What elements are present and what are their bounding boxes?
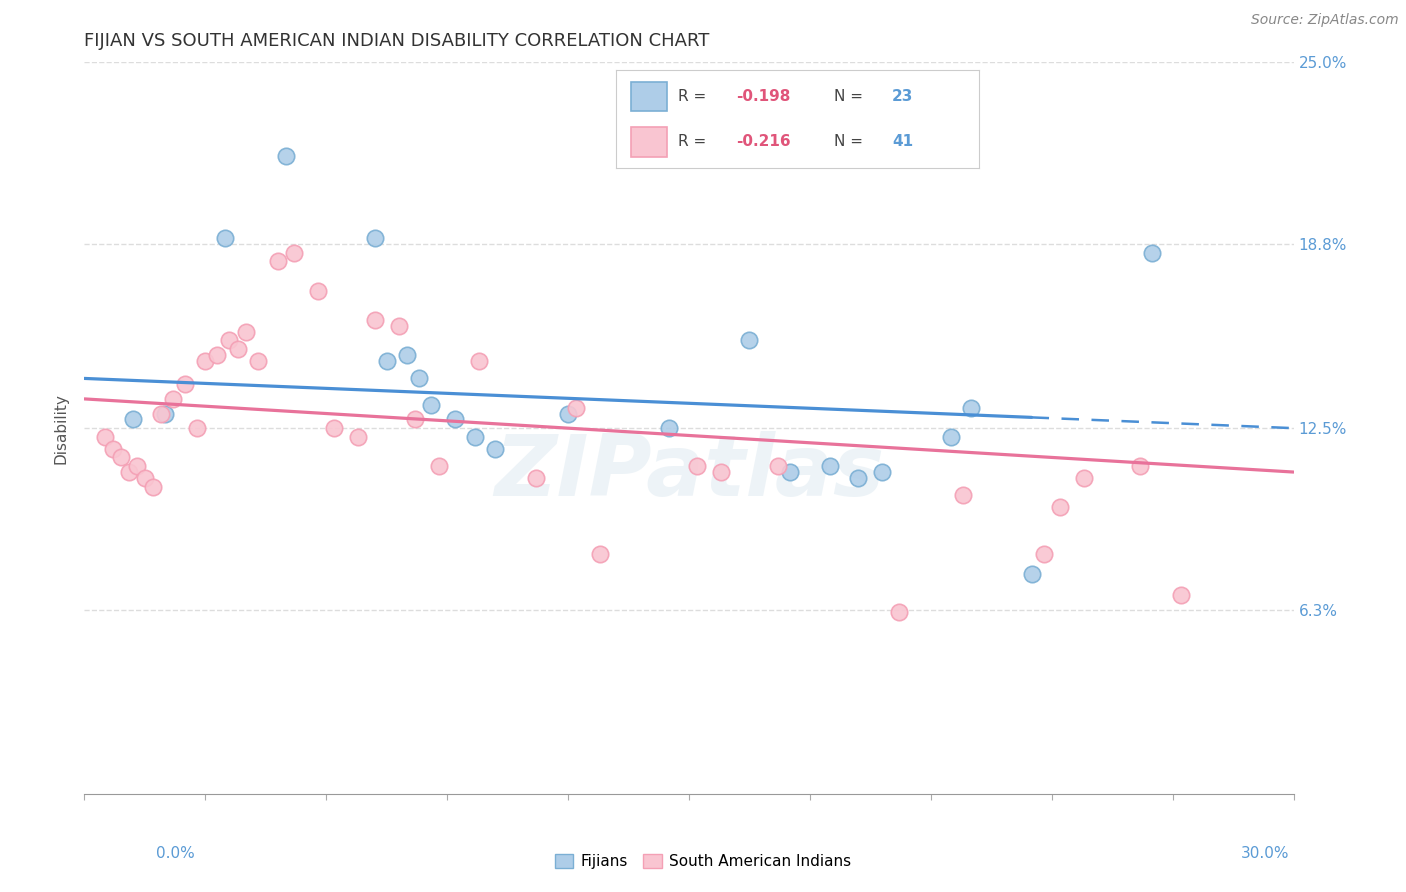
Point bbox=[779, 465, 801, 479]
Point bbox=[710, 465, 733, 479]
Point bbox=[872, 465, 894, 479]
Point bbox=[630, 137, 652, 152]
Point bbox=[153, 407, 176, 421]
Point bbox=[347, 430, 370, 444]
Point bbox=[1021, 567, 1043, 582]
Point bbox=[235, 325, 257, 339]
Point bbox=[218, 334, 240, 348]
Point bbox=[246, 354, 269, 368]
Point bbox=[818, 459, 841, 474]
Point bbox=[427, 459, 450, 474]
Point bbox=[207, 348, 229, 362]
Point bbox=[125, 459, 148, 474]
Point bbox=[1142, 245, 1164, 260]
Point bbox=[939, 430, 962, 444]
Point bbox=[162, 392, 184, 406]
Point bbox=[283, 245, 305, 260]
Point bbox=[589, 547, 612, 561]
Point bbox=[686, 459, 709, 474]
Point bbox=[484, 442, 506, 456]
Point bbox=[887, 606, 910, 620]
Point bbox=[93, 430, 115, 444]
Point bbox=[1032, 547, 1054, 561]
Point bbox=[186, 421, 208, 435]
Point bbox=[1049, 500, 1071, 515]
Legend: Fijians, South American Indians: Fijians, South American Indians bbox=[548, 848, 858, 875]
Text: Source: ZipAtlas.com: Source: ZipAtlas.com bbox=[1251, 13, 1399, 28]
Point bbox=[118, 465, 141, 479]
Point bbox=[226, 342, 249, 356]
Point bbox=[395, 348, 418, 362]
Point bbox=[149, 407, 172, 421]
Point bbox=[307, 284, 329, 298]
Point bbox=[214, 231, 236, 245]
Point bbox=[388, 318, 411, 333]
Point bbox=[134, 471, 156, 485]
Point bbox=[524, 471, 547, 485]
Point bbox=[363, 231, 385, 245]
Point bbox=[267, 254, 290, 268]
Point bbox=[174, 377, 197, 392]
Text: 30.0%: 30.0% bbox=[1241, 846, 1289, 861]
Point bbox=[274, 149, 297, 163]
Point bbox=[846, 471, 869, 485]
Point bbox=[420, 398, 443, 412]
Point bbox=[194, 354, 217, 368]
Point bbox=[1073, 471, 1095, 485]
Point bbox=[468, 354, 491, 368]
Point bbox=[565, 401, 588, 415]
Y-axis label: Disability: Disability bbox=[53, 392, 69, 464]
Point bbox=[363, 313, 385, 327]
Point bbox=[408, 371, 430, 385]
Text: FIJIAN VS SOUTH AMERICAN INDIAN DISABILITY CORRELATION CHART: FIJIAN VS SOUTH AMERICAN INDIAN DISABILI… bbox=[84, 32, 710, 50]
Point bbox=[101, 442, 124, 456]
Point bbox=[121, 412, 143, 426]
Point bbox=[960, 401, 983, 415]
Text: ZIPatlas: ZIPatlas bbox=[494, 431, 884, 514]
Point bbox=[738, 334, 761, 348]
Point bbox=[142, 480, 165, 494]
Point bbox=[658, 421, 681, 435]
Point bbox=[557, 407, 579, 421]
Point bbox=[952, 488, 974, 502]
Point bbox=[444, 412, 467, 426]
Point bbox=[766, 459, 789, 474]
Point bbox=[110, 450, 132, 465]
Point bbox=[375, 354, 398, 368]
Point bbox=[1129, 459, 1152, 474]
Point bbox=[464, 430, 486, 444]
Text: 0.0%: 0.0% bbox=[156, 846, 195, 861]
Point bbox=[323, 421, 346, 435]
Point bbox=[404, 412, 426, 426]
Point bbox=[1170, 588, 1192, 602]
